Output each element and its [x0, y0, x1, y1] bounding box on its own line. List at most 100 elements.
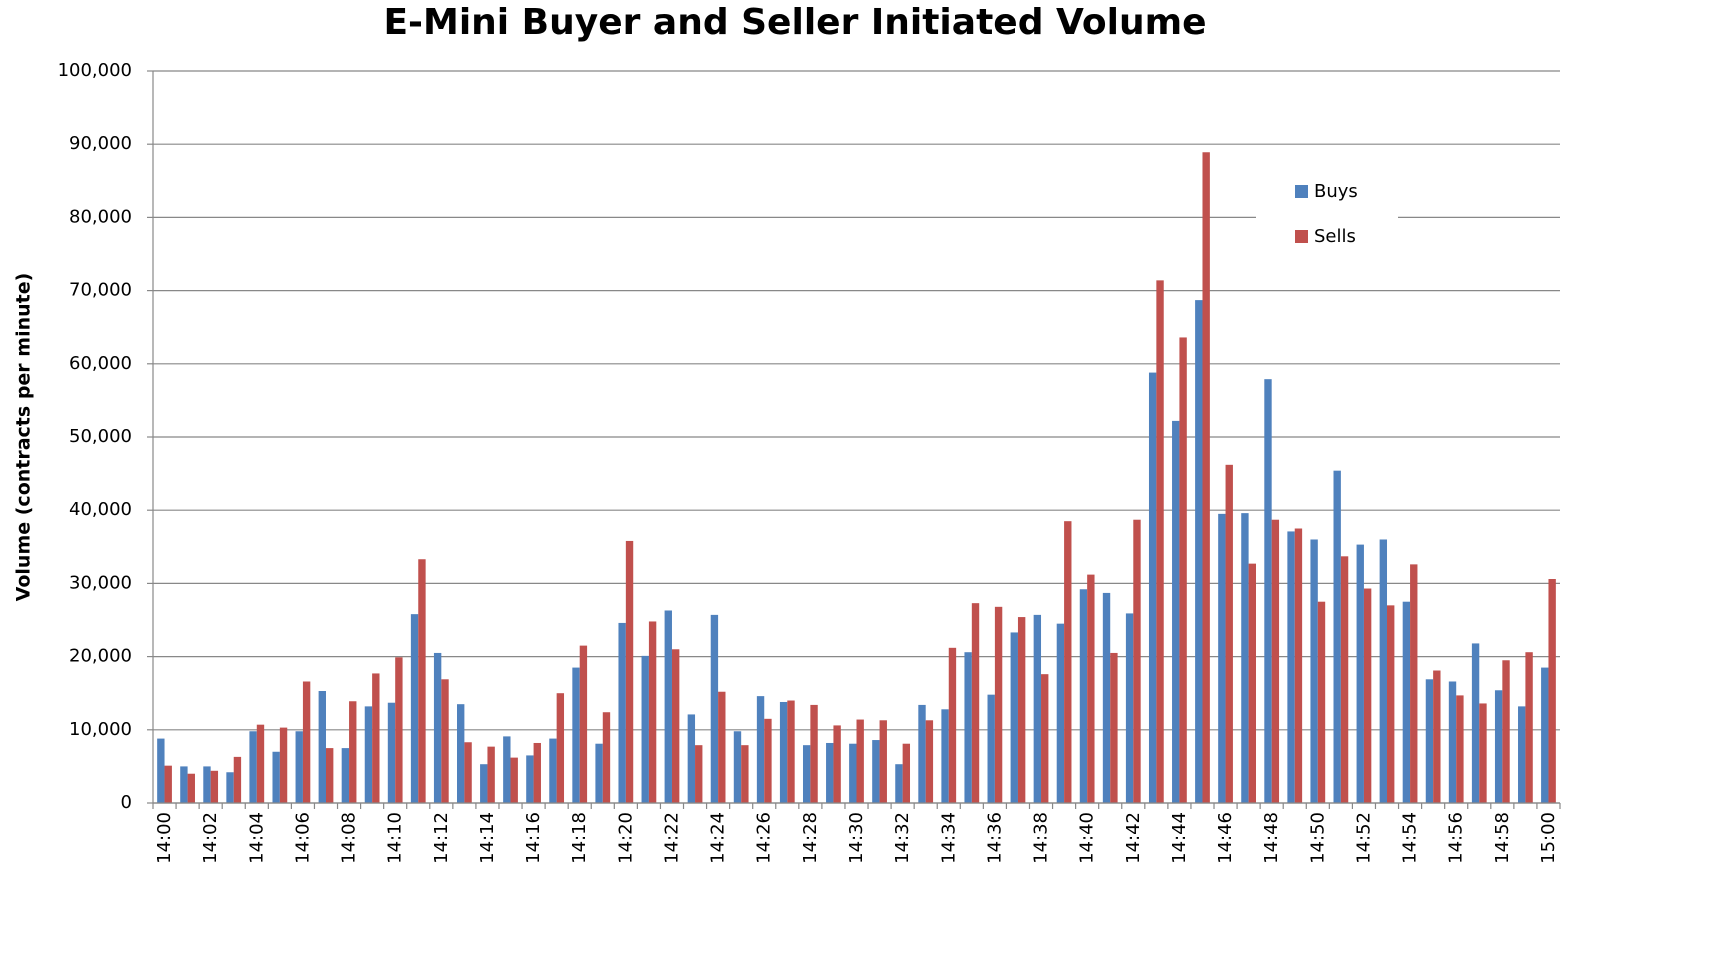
bar — [256, 724, 265, 803]
bar — [556, 693, 565, 803]
y-tick-label: 20,000 — [69, 646, 132, 667]
bar — [1340, 556, 1349, 803]
x-tick-label: 14:00 — [154, 812, 175, 864]
x-tick-label: 14:38 — [1031, 812, 1052, 864]
bar — [1494, 690, 1503, 803]
bar — [480, 764, 488, 803]
bar — [510, 757, 518, 803]
bar — [1195, 300, 1203, 803]
bar — [1225, 464, 1233, 803]
legend-box — [1256, 165, 1398, 265]
x-tick-label: 14:42 — [1123, 812, 1144, 864]
y-tick-label: 80,000 — [69, 206, 132, 227]
bar — [1041, 674, 1049, 803]
bar — [1479, 703, 1487, 803]
bar — [779, 701, 788, 803]
bar — [1064, 521, 1072, 803]
bar — [1410, 564, 1418, 803]
bar — [1518, 706, 1526, 803]
x-tick-label: 14:32 — [892, 812, 913, 864]
x-tick-label: 15:00 — [1538, 812, 1559, 864]
bar — [457, 704, 465, 803]
bar — [710, 614, 719, 803]
bar — [1087, 574, 1095, 803]
bar — [1333, 470, 1341, 803]
bar — [595, 743, 603, 803]
x-tick-label: 14:30 — [846, 812, 867, 864]
bar — [272, 751, 280, 803]
bar — [464, 742, 472, 803]
bar — [325, 748, 334, 803]
bar — [533, 742, 541, 803]
bar — [971, 603, 980, 803]
bar — [764, 718, 772, 803]
x-tick-label: 14:50 — [1307, 812, 1328, 864]
bar — [733, 731, 742, 803]
bar — [687, 714, 696, 803]
y-tick-label: 0 — [121, 792, 132, 813]
y-tick-label: 70,000 — [69, 280, 132, 301]
bar — [180, 766, 188, 803]
bar — [964, 652, 972, 803]
bar — [602, 712, 611, 803]
bar — [1525, 652, 1533, 803]
bar — [302, 681, 311, 803]
bar — [1402, 601, 1411, 803]
bar — [625, 540, 634, 803]
bar — [648, 621, 657, 803]
bar — [941, 709, 949, 803]
bar — [157, 738, 165, 803]
bar — [203, 766, 211, 803]
x-tick-label: 14:06 — [292, 812, 313, 864]
bar — [1010, 632, 1018, 803]
bar — [879, 720, 887, 803]
bar — [1310, 539, 1318, 803]
bar — [1356, 544, 1364, 803]
bar — [503, 736, 511, 803]
bar — [833, 725, 841, 803]
legend-label: Sells — [1314, 226, 1356, 247]
bar — [741, 745, 749, 803]
x-tick-label: 14:46 — [1215, 812, 1236, 864]
bar — [671, 649, 680, 803]
bar — [918, 704, 926, 803]
bar — [441, 679, 449, 803]
bar — [1425, 679, 1434, 803]
x-tick-label: 14:54 — [1400, 812, 1421, 864]
bar — [1148, 372, 1157, 803]
x-tick-label: 14:58 — [1492, 812, 1513, 864]
bar — [295, 731, 303, 803]
y-axis-title: Volume (contracts per minute) — [13, 273, 35, 602]
x-tick-label: 14:12 — [431, 812, 452, 864]
x-tick-label: 14:02 — [200, 812, 221, 864]
bar — [948, 647, 957, 803]
bar — [164, 765, 172, 803]
bar — [695, 745, 703, 803]
bar — [1156, 280, 1164, 803]
x-tick-label: 14:26 — [754, 812, 775, 864]
bar — [872, 740, 880, 803]
bar — [418, 559, 426, 803]
x-tick-label: 14:56 — [1446, 812, 1467, 864]
legend-swatch — [1295, 230, 1308, 243]
x-tick-label: 14:44 — [1169, 812, 1190, 864]
bar — [1379, 539, 1388, 803]
bar — [987, 694, 995, 803]
x-tick-label: 14:22 — [661, 812, 682, 864]
x-tick-label: 14:04 — [246, 812, 267, 864]
bar — [341, 748, 350, 803]
bar — [849, 743, 857, 803]
x-tick-label: 14:18 — [569, 812, 590, 864]
bar — [364, 706, 373, 803]
bar — [1294, 528, 1303, 803]
bar — [395, 657, 403, 803]
bar — [233, 756, 242, 803]
bar — [549, 738, 557, 803]
bar — [1448, 681, 1457, 803]
bar — [1502, 660, 1510, 803]
bar — [1248, 563, 1256, 803]
bar — [1079, 589, 1088, 803]
bar — [1271, 519, 1280, 803]
bar — [718, 691, 726, 803]
y-tick-label: 100,000 — [58, 60, 132, 81]
